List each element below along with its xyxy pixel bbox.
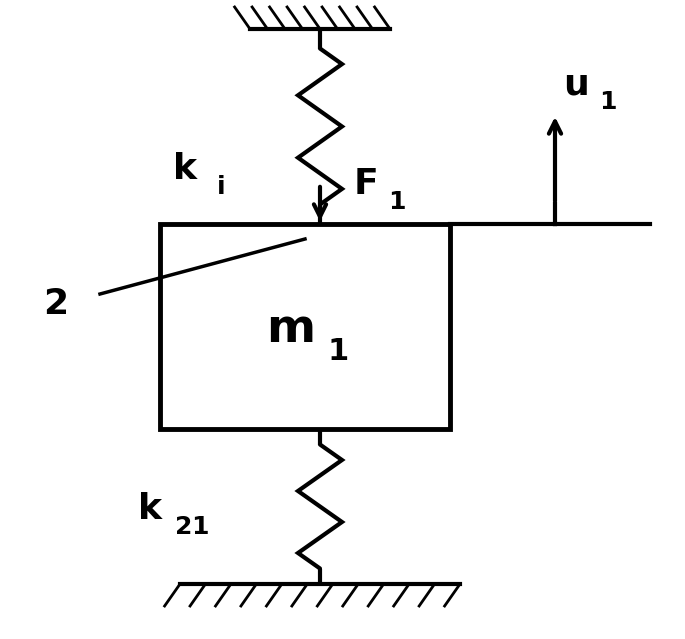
Text: $\mathbf{F}$: $\mathbf{F}$ — [353, 167, 377, 201]
Text: $\mathbf{2}$: $\mathbf{2}$ — [43, 287, 67, 321]
Text: $\mathbf{i}$: $\mathbf{i}$ — [216, 175, 224, 199]
Text: $\mathbf{21}$: $\mathbf{21}$ — [175, 515, 210, 539]
Text: $\mathbf{k}$: $\mathbf{k}$ — [172, 152, 199, 186]
Text: $\mathbf{1}$: $\mathbf{1}$ — [327, 337, 349, 366]
Text: $\mathbf{m}$: $\mathbf{m}$ — [266, 307, 314, 351]
Text: $\mathbf{u}$: $\mathbf{u}$ — [562, 67, 587, 101]
Text: $\mathbf{1}$: $\mathbf{1}$ — [599, 90, 617, 114]
Text: $\mathbf{1}$: $\mathbf{1}$ — [388, 190, 406, 214]
Bar — [160, 224, 450, 429]
Text: $\mathbf{k}$: $\mathbf{k}$ — [136, 492, 163, 526]
